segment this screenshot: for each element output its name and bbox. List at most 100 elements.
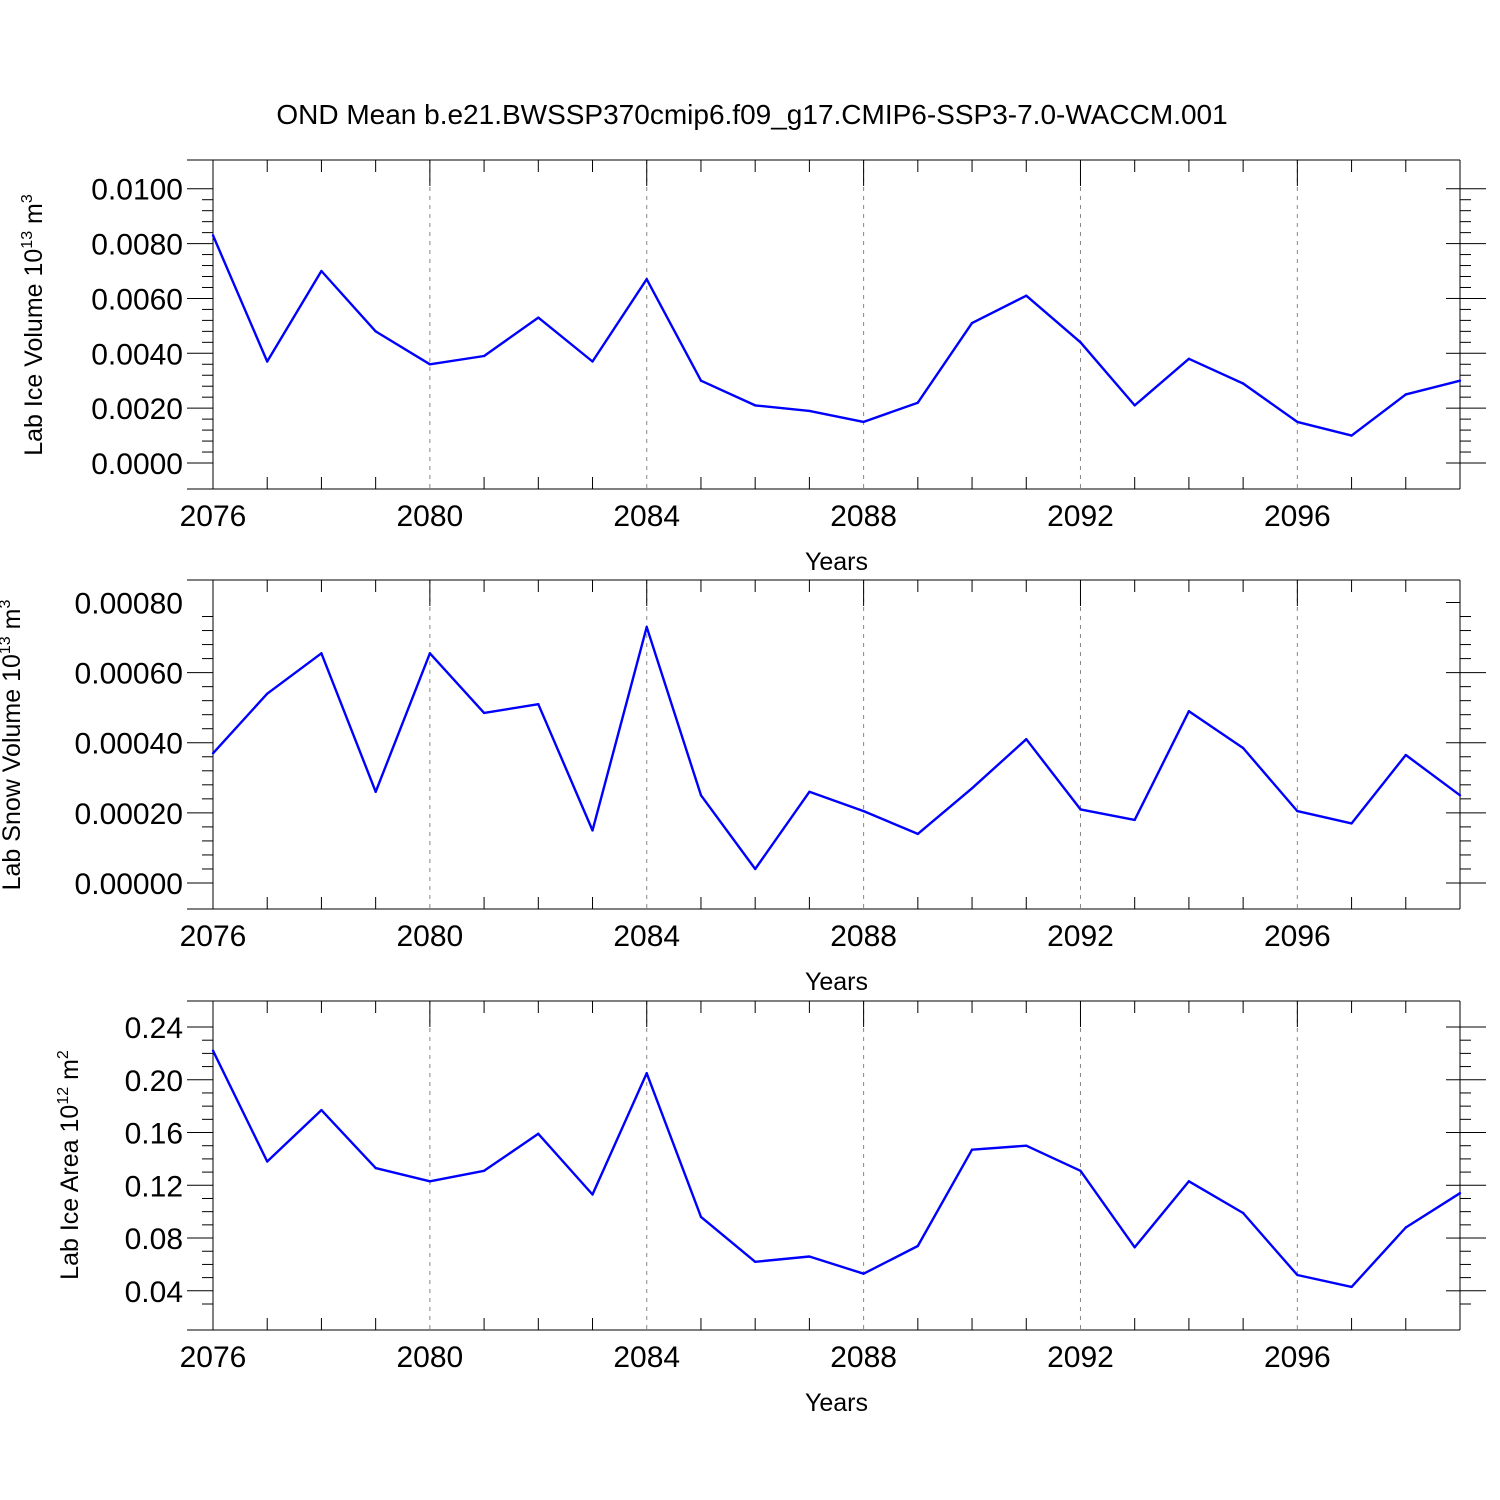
data-point xyxy=(591,1193,594,1196)
data-point xyxy=(970,787,974,790)
x-tick-label: 2096 xyxy=(1264,920,1331,953)
data-point xyxy=(808,409,811,413)
data-point xyxy=(211,752,215,755)
y-axis-title-exponent: 12 xyxy=(55,1087,72,1105)
y-axis-title-exponent: 13 xyxy=(19,231,36,249)
data-point xyxy=(1296,1273,1299,1277)
data-point xyxy=(1079,808,1082,811)
x-tick-label: 2076 xyxy=(180,500,247,533)
data-point xyxy=(1187,709,1191,713)
series-line xyxy=(211,1050,1461,1289)
x-tick-label: 2088 xyxy=(830,920,897,953)
x-tick-label: 2080 xyxy=(396,500,463,533)
data-point xyxy=(320,652,323,655)
y-tick-label: 0.08 xyxy=(125,1223,183,1256)
data-point xyxy=(1133,404,1136,407)
y-tick-label: 0.20 xyxy=(125,1065,183,1098)
x-tick-label: 2088 xyxy=(830,500,897,533)
series-line xyxy=(211,234,1461,437)
data-point xyxy=(1025,738,1028,741)
y-tick-label: 0.00080 xyxy=(75,587,183,620)
y-axis-title-text: Lab Ice Area 10 xyxy=(56,1105,84,1280)
y-axis-title: Lab Snow Volume 1013 m3 xyxy=(0,600,26,891)
y-tick-label: 0.16 xyxy=(125,1118,183,1151)
data-point xyxy=(862,809,865,813)
y-tick-label: 0.00060 xyxy=(75,658,183,691)
data-point xyxy=(970,1148,974,1151)
y-axis-title-unit: m xyxy=(56,1059,84,1087)
data-point xyxy=(1404,393,1407,396)
data-point xyxy=(320,269,323,273)
data-point xyxy=(1458,794,1462,797)
data-point xyxy=(1350,1285,1353,1289)
data-point xyxy=(1133,818,1136,822)
data-point xyxy=(482,354,486,358)
data-point xyxy=(428,1180,432,1183)
data-point xyxy=(970,321,974,325)
data-point xyxy=(374,790,377,794)
x-tick-label: 2092 xyxy=(1047,1341,1114,1374)
data-point xyxy=(591,829,594,832)
data-point xyxy=(1187,1180,1191,1183)
y-tick-label: 0.0020 xyxy=(91,393,183,426)
data-point xyxy=(699,379,703,382)
y-axis-title-unit-exponent: 2 xyxy=(55,1050,72,1059)
x-tick-label: 2084 xyxy=(613,920,680,953)
data-point xyxy=(211,234,215,237)
y-tick-label: 0.04 xyxy=(125,1276,183,1309)
x-tick-label: 2092 xyxy=(1047,500,1114,533)
data-point xyxy=(753,1260,757,1263)
data-point xyxy=(808,1255,811,1258)
data-point xyxy=(591,360,594,363)
x-axis-title: Years xyxy=(805,968,868,996)
data-point xyxy=(1458,1192,1462,1195)
panel-3: 0.04 0.08 0.12 0.16 0.20 0.24 2076 2080 2084 2088… xyxy=(55,1000,1486,1417)
data-point xyxy=(916,832,920,836)
y-tick-label: 0.0100 xyxy=(91,174,183,207)
data-point xyxy=(482,711,486,715)
data-point xyxy=(699,1215,703,1219)
y-axis-title-unit-exponent: 3 xyxy=(0,600,14,609)
data-point xyxy=(862,420,865,424)
x-tick-label: 2096 xyxy=(1264,500,1331,533)
y-tick-label: 0.00020 xyxy=(75,798,183,831)
data-point xyxy=(1350,434,1353,437)
data-point xyxy=(537,1132,540,1136)
data-point xyxy=(753,867,757,871)
x-tick-label: 2084 xyxy=(613,500,680,533)
data-point xyxy=(753,404,757,407)
x-tick-label: 2092 xyxy=(1047,920,1114,953)
y-axis-title-unit: m xyxy=(0,609,26,637)
data-point xyxy=(1296,809,1299,813)
data-point xyxy=(1025,294,1028,297)
x-tick-label: 2088 xyxy=(830,1341,897,1374)
y-axis-title: Lab Ice Volume 1013 m3 xyxy=(19,194,48,456)
y-tick-label: 0.24 xyxy=(125,1012,183,1045)
data-point xyxy=(482,1169,486,1172)
data-point xyxy=(645,1071,648,1075)
series-line xyxy=(212,625,1461,871)
data-point xyxy=(1350,822,1353,825)
data-point xyxy=(1025,1144,1028,1147)
data-point xyxy=(266,360,269,363)
data-point xyxy=(1187,357,1191,360)
y-axis-title-text: Lab Snow Volume 10 xyxy=(0,654,26,890)
x-tick-label: 2096 xyxy=(1264,1341,1331,1374)
x-axis-title: Years xyxy=(805,548,868,576)
x-axis-title: Years xyxy=(805,1389,868,1417)
x-tick-label: 2076 xyxy=(180,1341,247,1374)
panels: 0.0000 0.0020 0.0040 0.0060 0.0080 0.0100 2076… xyxy=(0,159,1486,1417)
y-tick-label: 0.00040 xyxy=(75,728,183,761)
y-axis-title-unit-exponent: 3 xyxy=(19,194,36,203)
data-point xyxy=(808,790,811,794)
y-axis-title-exponent: 13 xyxy=(0,636,14,654)
x-tick-label: 2080 xyxy=(396,1341,463,1374)
data-point xyxy=(1241,1211,1245,1215)
y-axis-title-unit: m xyxy=(20,203,48,231)
data-point xyxy=(428,652,432,655)
data-point xyxy=(1079,341,1082,344)
y-axis-title-text: Lab Ice Volume 10 xyxy=(20,249,48,456)
panel-1: 0.0000 0.0020 0.0040 0.0060 0.0080 0.0100 2076… xyxy=(19,159,1486,576)
data-point xyxy=(862,1272,865,1275)
